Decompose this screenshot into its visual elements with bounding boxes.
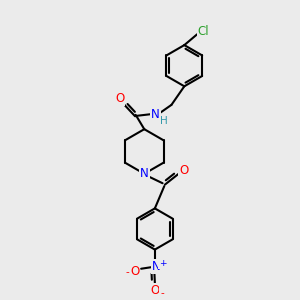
Text: O: O [179,164,188,177]
Text: O: O [130,265,140,278]
Text: -: - [126,268,130,278]
Text: N: N [152,260,160,273]
Text: H: H [160,116,168,126]
Text: +: + [159,259,166,268]
Text: Cl: Cl [198,26,209,38]
Text: N: N [140,167,149,180]
Text: N: N [151,107,160,121]
Text: O: O [115,92,124,105]
Text: -: - [160,288,164,298]
Text: O: O [151,284,160,297]
